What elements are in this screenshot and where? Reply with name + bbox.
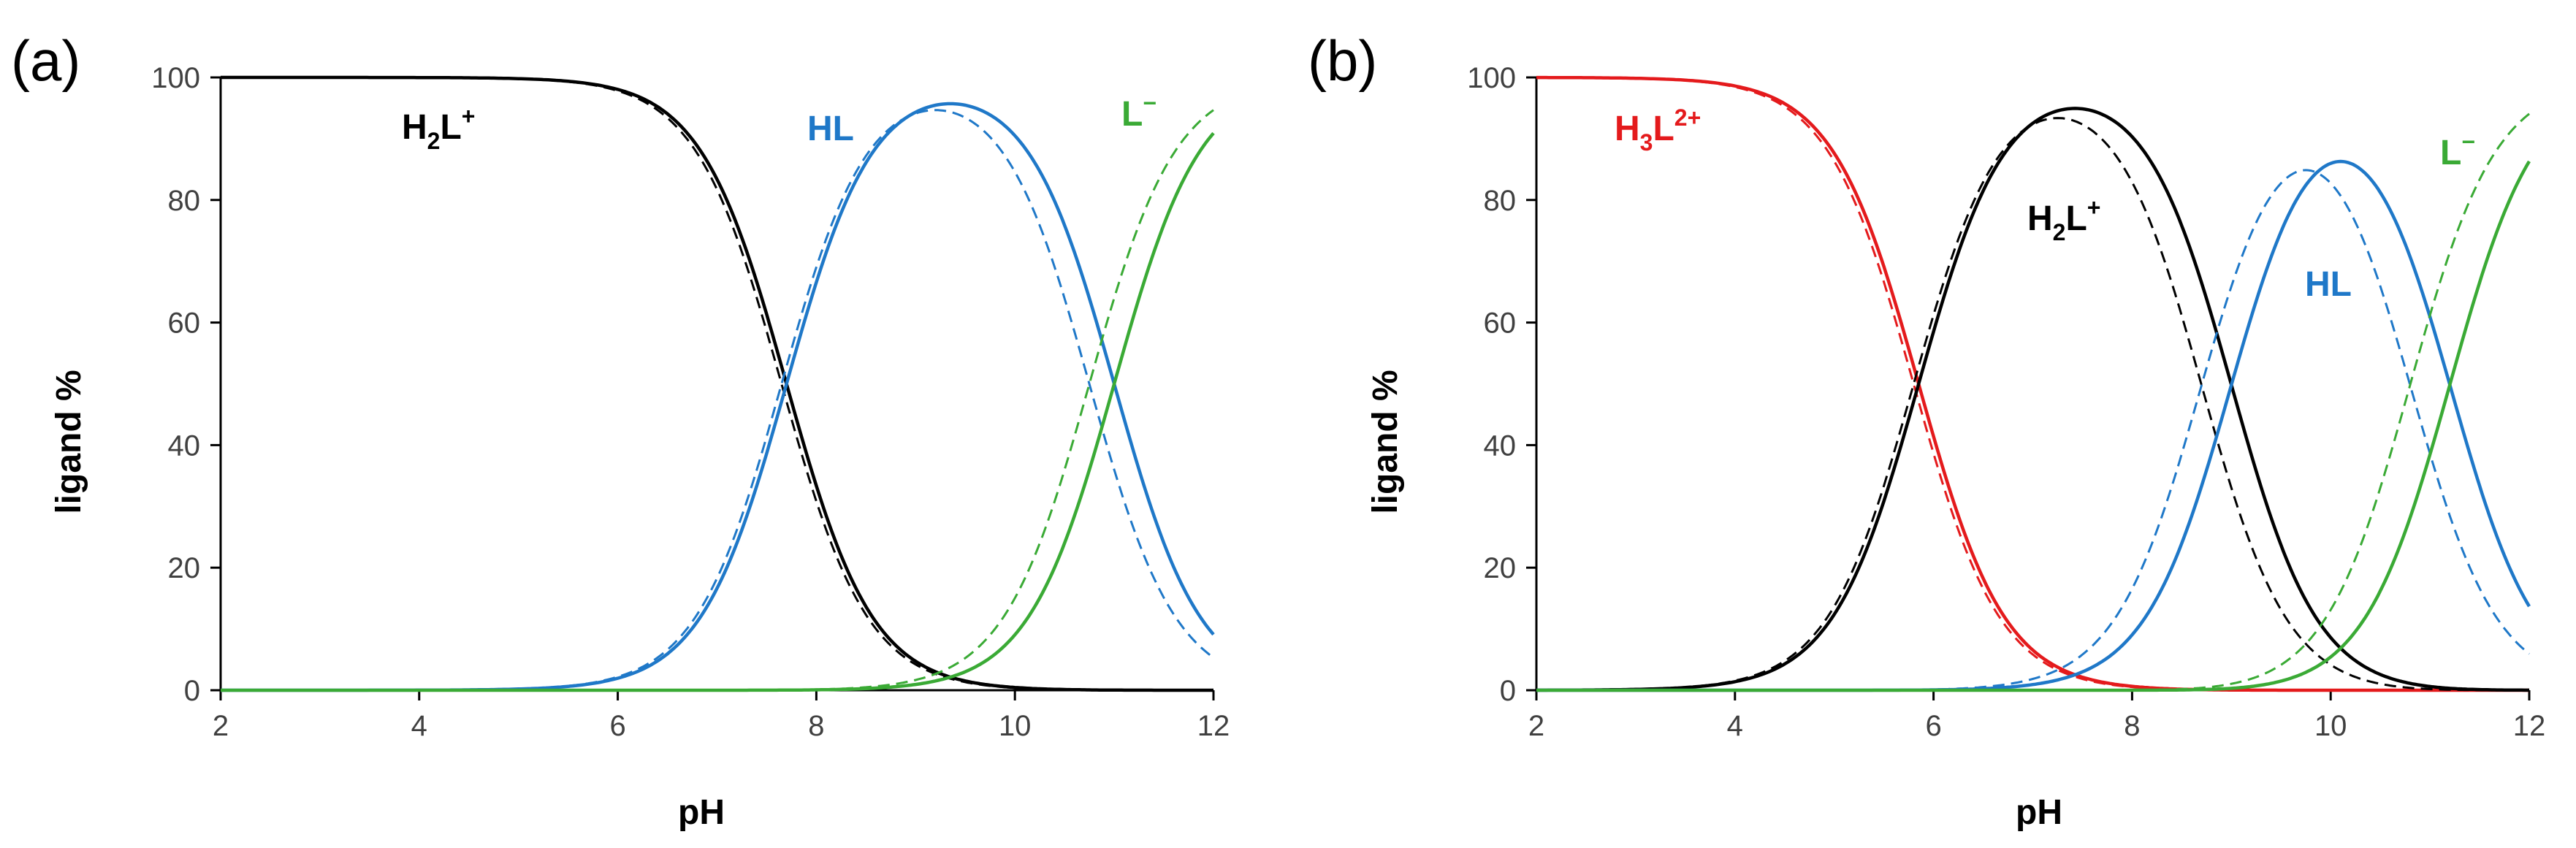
- x-tick-label: 12: [1197, 710, 1230, 742]
- panel-a: (a) ligand % pH 0 20 40 60 80 100 2 4 6 8 10 12 H2L…: [11, 28, 1230, 832]
- y-tick-label: 20: [168, 552, 201, 584]
- series-l-solid: [1536, 160, 2531, 692]
- series-h2l-dashed: [1536, 117, 2529, 692]
- panel-a-species-label-l: L−: [1121, 90, 1156, 134]
- series-h3l2-solid: [1536, 75, 2529, 692]
- series-h2l-solid: [221, 75, 1213, 692]
- x-tick-label: 4: [1727, 710, 1743, 742]
- y-tick-label: 100: [151, 62, 200, 94]
- y-tick-label: 80: [1484, 185, 1517, 217]
- panel-b-species-label-hl: HL: [2305, 265, 2352, 304]
- x-tick-label: 12: [2513, 710, 2546, 742]
- series-hl-dashed: [1536, 169, 2530, 692]
- panel-b: (b) ligand % pH 0 20 40 60 80 100 2 4 6 8 10 12 H3L…: [1308, 28, 2545, 832]
- panel-b-species-label-h3l: H3L2+: [1615, 104, 1701, 156]
- x-tick-label: 10: [2314, 710, 2347, 742]
- panel-b-ticks: 0 20 40 60 80 100 2 4 6 8 10 12: [1467, 62, 2545, 742]
- panel-b-label: (b): [1308, 28, 1377, 93]
- series-h3l2-dashed: [1536, 76, 2529, 692]
- series-l-dashed: [221, 109, 1214, 692]
- panel-a-curves: [221, 75, 1215, 692]
- y-tick-label: 60: [1484, 308, 1517, 340]
- y-tick-label: 80: [168, 185, 201, 217]
- panel-a-label: (a): [11, 28, 80, 93]
- y-tick-label: 0: [1500, 675, 1516, 707]
- x-tick-label: 8: [808, 710, 824, 742]
- x-tick-label: 2: [213, 710, 229, 742]
- y-tick-label: 40: [1484, 429, 1517, 462]
- series-l-solid: [221, 131, 1215, 692]
- series-hl-dashed: [221, 109, 1214, 692]
- x-tick-label: 6: [609, 710, 625, 742]
- y-tick-label: 0: [184, 675, 200, 707]
- series-h2l-solid: [1536, 107, 2529, 692]
- panel-b-curves: [1536, 75, 2531, 692]
- y-tick-label: 60: [168, 308, 201, 340]
- panel-a-species-label-h2l: H2L+: [402, 103, 475, 154]
- series-h2l-dashed: [221, 76, 1213, 692]
- y-tick-label: 20: [1484, 552, 1517, 584]
- series-l-dashed: [1536, 112, 2530, 692]
- y-tick-label: 40: [168, 429, 201, 462]
- panel-b-species-label-l: L−: [2440, 129, 2475, 172]
- panel-b-species-label-h2l: H2L+: [2027, 194, 2100, 245]
- panel-a-ticks: 0 20 40 60 80 100 2 4 6 8 10 12: [151, 62, 1230, 742]
- x-tick-label: 2: [1528, 710, 1544, 742]
- panel-b-species-labels: H3L2+ H2L+ HL L−: [1615, 104, 2475, 304]
- panel-a-species-label-hl: HL: [807, 110, 854, 148]
- x-tick-label: 4: [411, 710, 427, 742]
- panel-a-species-labels: H2L+ HL L−: [402, 90, 1156, 154]
- x-tick-label: 8: [2124, 710, 2140, 742]
- panel-b-y-axis-label: ligand %: [1366, 370, 1405, 513]
- panel-a-x-axis-label: pH: [678, 793, 725, 832]
- x-tick-label: 6: [1925, 710, 1941, 742]
- series-hl-solid: [221, 102, 1215, 692]
- y-tick-label: 100: [1467, 62, 1516, 94]
- series-hl-solid: [1536, 159, 2531, 692]
- panel-a-y-axis-label: ligand %: [50, 370, 88, 513]
- x-tick-label: 10: [999, 710, 1032, 742]
- panel-b-x-axis-label: pH: [2016, 793, 2062, 832]
